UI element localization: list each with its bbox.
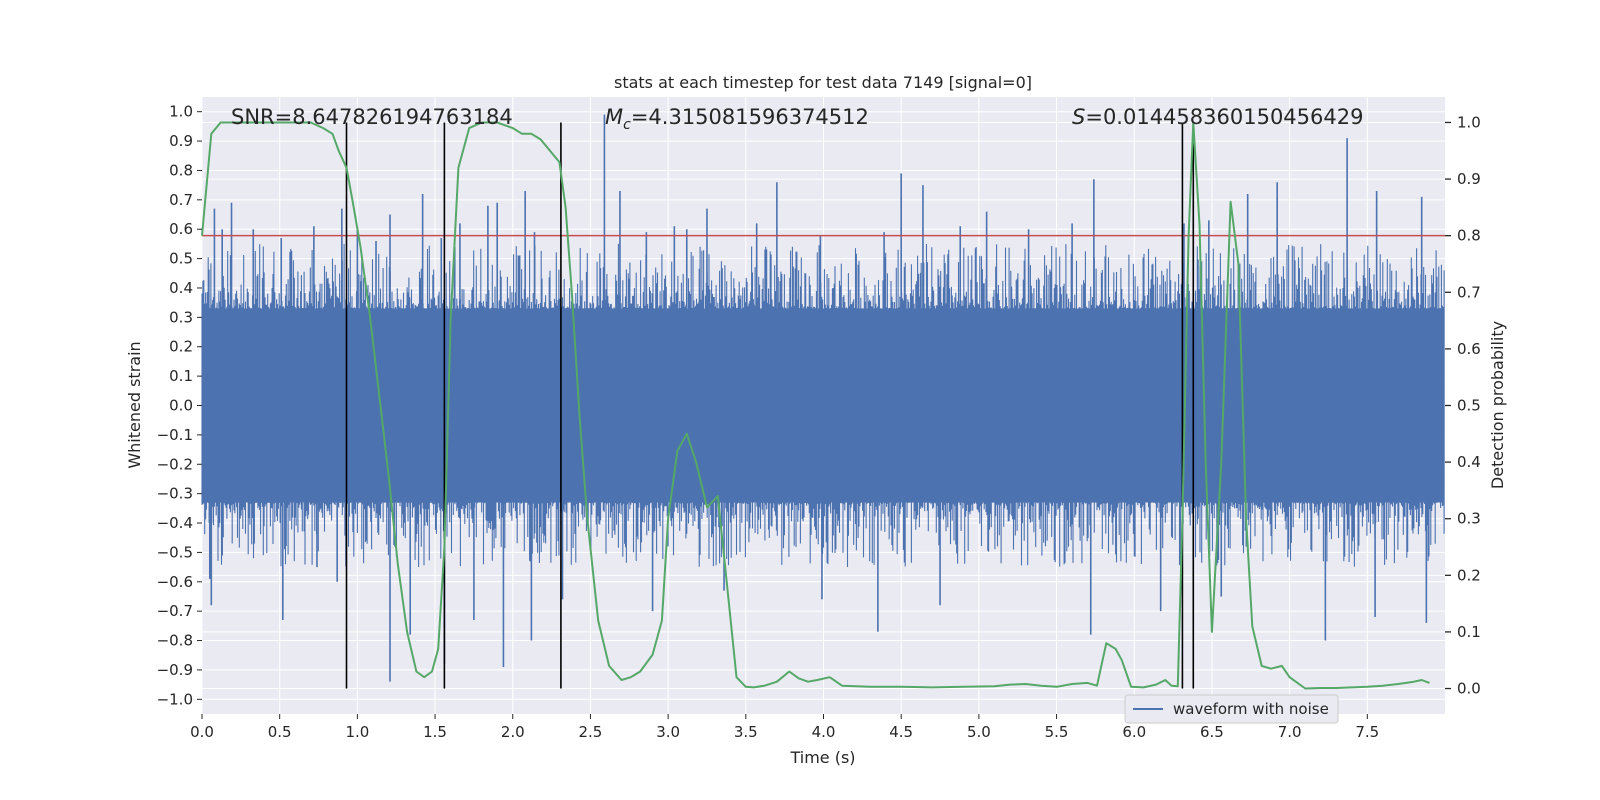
snr-annotation: SNR=8.647826194763184 [231, 105, 513, 129]
chart-title: stats at each timestep for test data 714… [614, 73, 1032, 92]
x-tick-label: 7.0 [1278, 723, 1302, 741]
score-annotation: S=0.014458360150456429 [1072, 105, 1363, 129]
y-right-axis-ticks: 1.0 0.9 0.8 0.7 0.6 0.5 0.4 0.3 0.2 0.1 0.0 [1445, 113, 1481, 698]
x-axis-label: Time (s) [789, 748, 855, 767]
x-axis-ticks: 0.0 0.5 1.0 1.5 2.0 2.5 3.0 3.5 4.0 4.5 5.0 5.5 6.0 6… [190, 714, 1379, 741]
y-left-tick-label: 0.8 [169, 161, 193, 179]
y-right-tick-label: 0.9 [1457, 170, 1481, 188]
y-right-tick-label: 0.4 [1457, 453, 1481, 471]
y-right-tick-label: 0.3 [1457, 510, 1481, 528]
x-tick-label: 2.5 [579, 723, 603, 741]
y-right-tick-label: 0.5 [1457, 397, 1481, 415]
x-tick-label: 5.5 [1045, 723, 1069, 741]
chirp-mass-subscript: c [623, 117, 631, 133]
y-right-tick-label: 0.2 [1457, 566, 1481, 584]
y-left-tick-label: 0.2 [169, 338, 193, 356]
y-left-tick-label: 0.6 [169, 220, 193, 238]
y-left-tick-label: −0.2 [157, 455, 193, 473]
x-tick-label: 1.5 [423, 723, 447, 741]
score-symbol: S [1072, 105, 1085, 129]
chirp-mass-value: =4.315081596374512 [631, 105, 869, 129]
y-left-tick-label: −0.8 [157, 632, 193, 650]
y-left-axis-label: Whitened strain [125, 341, 144, 468]
legend: waveform with noise [1124, 694, 1339, 724]
x-tick-label: 4.5 [889, 723, 913, 741]
y-left-tick-label: −0.6 [157, 573, 193, 591]
y-right-axis-label: Detection probability [1488, 321, 1507, 489]
y-left-tick-label: 0.1 [169, 367, 193, 385]
noise-series [201, 114, 1445, 682]
x-tick-label: 6.0 [1122, 723, 1146, 741]
score-value: =0.014458360150456429 [1085, 105, 1363, 129]
y-right-tick-label: 0.7 [1457, 283, 1481, 301]
y-left-tick-label: 0.7 [169, 191, 193, 209]
x-tick-label: 0.0 [190, 723, 214, 741]
x-tick-label: 4.0 [812, 723, 836, 741]
legend-label: waveform with noise [1173, 700, 1329, 718]
y-right-tick-label: 0.6 [1457, 340, 1481, 358]
y-left-tick-label: −0.9 [157, 661, 193, 679]
y-left-tick-label: −0.1 [157, 426, 193, 444]
y-left-tick-label: 0.4 [169, 279, 193, 297]
x-tick-label: 2.0 [501, 723, 525, 741]
vertical-markers [345, 122, 1195, 689]
y-left-tick-label: −0.5 [157, 543, 193, 561]
probability-series [201, 121, 1430, 690]
legend-box [1124, 694, 1339, 724]
y-left-axis-ticks: 1.0 0.9 0.8 0.7 0.6 0.5 0.4 0.3 0.2 0.1 0.0 −0.1 −0.… [157, 103, 202, 708]
x-tick-label: 6.5 [1200, 723, 1224, 741]
y-left-tick-label: −0.3 [157, 485, 193, 503]
y-left-tick-label: 0.9 [169, 132, 193, 150]
x-tick-label: 7.5 [1355, 723, 1379, 741]
y-left-tick-label: −0.7 [157, 602, 193, 620]
x-tick-label: 3.5 [734, 723, 758, 741]
x-tick-label: 0.5 [268, 723, 292, 741]
y-left-tick-label: 1.0 [169, 103, 193, 121]
x-tick-label: 3.0 [656, 723, 680, 741]
chirp-mass-symbol: M [605, 105, 623, 129]
y-left-tick-label: −1.0 [157, 690, 193, 708]
y-left-tick-label: −0.4 [157, 514, 193, 532]
y-left-tick-label: 0.3 [169, 308, 193, 326]
chirp-mass-annotation: Mc=4.315081596374512 [605, 105, 869, 133]
x-tick-label: 5.0 [967, 723, 991, 741]
y-left-tick-label: 0.0 [169, 397, 193, 415]
probability-line [201, 121, 1430, 690]
y-right-tick-label: 0.8 [1457, 227, 1481, 245]
y-right-tick-label: 1.0 [1457, 113, 1481, 131]
x-tick-label: 1.0 [345, 723, 369, 741]
y-right-tick-label: 0.0 [1457, 680, 1481, 698]
y-left-tick-label: 0.5 [169, 250, 193, 268]
y-right-tick-label: 0.1 [1457, 623, 1481, 641]
noise-waveform [201, 243, 1445, 567]
